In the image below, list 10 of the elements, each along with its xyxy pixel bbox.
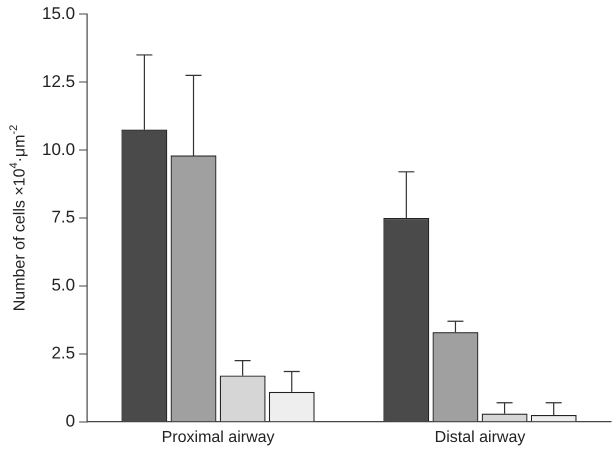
- y-tick-label: 0: [66, 411, 76, 430]
- x-tick-label: Proximal airway: [162, 428, 275, 446]
- x-tick-label: Distal airway: [434, 428, 526, 446]
- y-tick-label: 2.5: [51, 344, 76, 363]
- y-tick-label: 10.0: [42, 140, 76, 159]
- y-tick-label: 12.5: [42, 72, 76, 91]
- y-tick-label: 15.0: [42, 4, 76, 23]
- y-tick-label: 7.5: [51, 208, 76, 227]
- y-axis-title: Number of cells ×104·μm-2: [8, 124, 28, 312]
- y-tick-label: 5.0: [51, 276, 76, 295]
